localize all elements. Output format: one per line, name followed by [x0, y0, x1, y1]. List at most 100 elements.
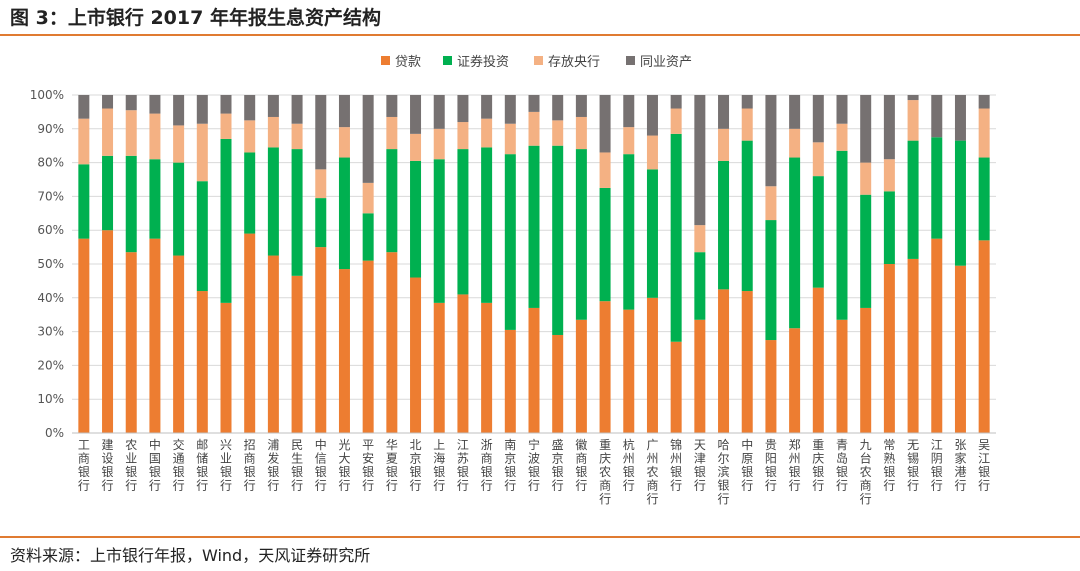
x-tick-label: 青岛银行 [836, 438, 848, 493]
bar-segment [528, 111, 540, 146]
x-tick-label: 九台农商行 [860, 438, 872, 506]
bar-segment [646, 95, 658, 136]
bar-segment [410, 277, 422, 433]
y-tick-label: 0% [45, 426, 64, 440]
bar-segment [765, 220, 777, 341]
bar-segment [836, 319, 848, 433]
bar-segment [670, 108, 682, 134]
bar-segment [457, 122, 469, 150]
bar-segment [125, 110, 137, 156]
bar-segment [244, 233, 256, 433]
bar-segment [789, 128, 801, 158]
bar-segment [552, 145, 564, 335]
bar-segment [741, 108, 753, 141]
bar-segment [575, 319, 587, 433]
bar-segment [694, 252, 706, 320]
y-tick-label: 60% [37, 223, 64, 237]
bar-segment [173, 95, 185, 126]
bar-segment [457, 294, 469, 433]
x-tick-label: 江阴银行 [931, 438, 943, 493]
bar-segment [623, 309, 635, 433]
bar-segment [741, 140, 753, 292]
bar-segment [386, 95, 398, 117]
bar-segment [196, 123, 208, 182]
bar-segment [338, 95, 350, 128]
bar-segment [125, 252, 137, 433]
bar-segment [907, 140, 919, 259]
bar-segment [860, 307, 872, 433]
bar-segment [860, 194, 872, 308]
legend-item: 贷款 [381, 50, 421, 70]
bar-segment [220, 113, 232, 139]
bar-segment [528, 307, 540, 433]
bar-segment [173, 125, 185, 163]
bar-segment [978, 95, 990, 109]
bar-segment [504, 95, 516, 124]
bar-segment [315, 95, 327, 170]
x-tick-label: 农业银行 [125, 438, 137, 493]
bar-segment [789, 157, 801, 329]
bar-segment [860, 162, 872, 195]
x-tick-label: 邮储银行 [196, 438, 208, 493]
bar-segment [978, 240, 990, 433]
x-tick-label: 重庆农商行 [599, 438, 611, 506]
bar-segment [528, 145, 540, 308]
bar-segment [575, 116, 587, 150]
bar-segment [338, 127, 350, 158]
bar-segment [149, 238, 161, 433]
legend-swatch [443, 55, 452, 65]
bar-segment [410, 160, 422, 278]
bar-segment [741, 95, 753, 109]
bar-segment [741, 291, 753, 433]
legend-item: 存放央行 [534, 50, 600, 70]
x-tick-label: 交通银行 [173, 437, 185, 493]
x-tick-label: 兴业银行 [220, 438, 232, 493]
bar-segment [978, 108, 990, 158]
bar-segment [789, 95, 801, 129]
bar-segment [149, 159, 161, 239]
bar-segment [836, 95, 848, 124]
bar-segment [102, 95, 114, 109]
bar-segment [954, 140, 966, 266]
bar-segment [670, 133, 682, 342]
bar-segment [410, 95, 422, 134]
bar-segment [78, 164, 90, 239]
bar-segment [789, 328, 801, 433]
bar-segment [362, 260, 374, 433]
legend-item: 同业资产 [626, 50, 692, 70]
bar-segment [694, 319, 706, 433]
bar-segment [125, 95, 137, 111]
bar-segment [931, 95, 943, 138]
x-tick-label: 上海银行 [433, 438, 445, 493]
bar-segment [410, 133, 422, 161]
bar-segment [646, 169, 658, 298]
bar-segment [575, 95, 587, 117]
bar-segment [386, 149, 398, 253]
x-tick-label: 中信银行 [315, 437, 327, 493]
bar-segment [812, 142, 824, 177]
x-tick-label: 徽商银行 [575, 437, 587, 493]
bar-segment [504, 154, 516, 330]
bar-segment [433, 302, 445, 433]
bar-segment [860, 95, 872, 163]
x-tick-label: 南京银行 [504, 437, 516, 493]
bar-segment [291, 149, 303, 276]
bar-segment [552, 334, 564, 433]
bar-segment [125, 155, 137, 253]
y-tick-label: 50% [37, 257, 64, 271]
bar-segment [78, 95, 90, 119]
bar-segment [694, 225, 706, 253]
legend-label: 同业资产 [640, 54, 693, 70]
bar-segment [623, 127, 635, 155]
bar-segment [386, 116, 398, 150]
bar-segment [907, 100, 919, 141]
x-tick-label: 北京银行 [410, 438, 422, 493]
bar-segment [978, 157, 990, 241]
bar-segment [149, 95, 161, 114]
legend: 贷款 证券投资 存放央行 同业资产 [0, 50, 1080, 70]
x-tick-label: 哈尔滨银行 [718, 438, 730, 506]
bar-segment [504, 329, 516, 433]
bar-segment [362, 213, 374, 261]
bar-segment [244, 120, 256, 153]
bar-segment [552, 120, 564, 146]
